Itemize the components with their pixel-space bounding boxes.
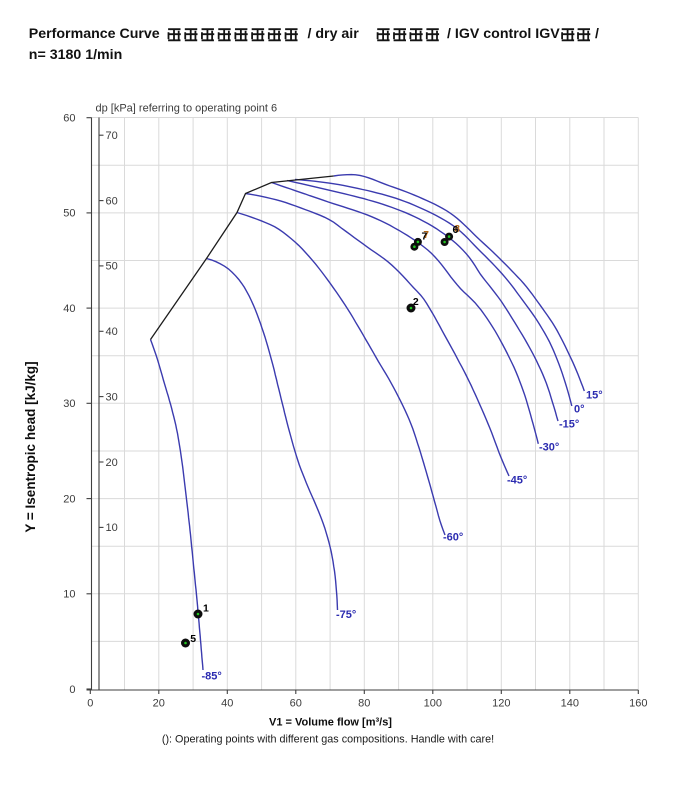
svg-text:-45°: -45° bbox=[507, 475, 527, 487]
svg-text:60: 60 bbox=[290, 697, 302, 709]
svg-text:50: 50 bbox=[106, 261, 118, 273]
svg-text:/ dry air: / dry air bbox=[308, 26, 360, 42]
svg-text:80: 80 bbox=[358, 697, 370, 709]
svg-text:100: 100 bbox=[424, 697, 442, 709]
svg-text:/ IGV control IGV: / IGV control IGV bbox=[447, 26, 560, 42]
svg-text:0: 0 bbox=[69, 684, 75, 696]
svg-text:70: 70 bbox=[106, 130, 118, 142]
svg-text:7: 7 bbox=[422, 231, 428, 243]
svg-text:-85°: -85° bbox=[202, 671, 222, 683]
svg-text:30: 30 bbox=[106, 391, 118, 403]
svg-text:/: / bbox=[595, 26, 599, 42]
svg-text:20: 20 bbox=[63, 493, 75, 505]
svg-text:10: 10 bbox=[63, 589, 75, 601]
svg-text:15°: 15° bbox=[586, 390, 603, 402]
svg-text:-15°: -15° bbox=[559, 419, 579, 431]
svg-text:60: 60 bbox=[63, 113, 75, 125]
svg-text:Performance Curve: Performance Curve bbox=[29, 26, 160, 42]
svg-text:20: 20 bbox=[106, 457, 118, 469]
svg-text:V1 = Volume flow [m³/s]: V1 = Volume flow [m³/s] bbox=[269, 717, 392, 729]
svg-text:0°: 0° bbox=[574, 404, 585, 416]
svg-text:6: 6 bbox=[453, 224, 459, 236]
svg-text:0: 0 bbox=[87, 697, 93, 709]
svg-text:20: 20 bbox=[153, 697, 165, 709]
svg-text:5: 5 bbox=[190, 633, 196, 645]
svg-text:-30°: -30° bbox=[539, 442, 559, 454]
svg-text:1: 1 bbox=[203, 603, 209, 615]
svg-text:(): Operating points with diff: (): Operating points with different gas … bbox=[162, 734, 494, 746]
svg-text:60: 60 bbox=[106, 195, 118, 207]
svg-text:8: 8 bbox=[454, 224, 460, 235]
svg-text:30: 30 bbox=[63, 398, 75, 410]
svg-text:Y = Isentropic head [kJ/kg]: Y = Isentropic head [kJ/kg] bbox=[23, 361, 38, 532]
svg-text:40: 40 bbox=[63, 303, 75, 315]
svg-text:40: 40 bbox=[221, 697, 233, 709]
svg-text:120: 120 bbox=[492, 697, 510, 709]
svg-text:10: 10 bbox=[106, 522, 118, 534]
svg-text:50: 50 bbox=[63, 208, 75, 220]
svg-text:2: 2 bbox=[413, 296, 419, 308]
svg-text:-75°: -75° bbox=[336, 609, 356, 621]
svg-text:7: 7 bbox=[423, 230, 429, 241]
svg-text:dp [kPa] referring to operatin: dp [kPa] referring to operating point 6 bbox=[96, 103, 278, 115]
svg-text:160: 160 bbox=[629, 697, 647, 709]
svg-text:40: 40 bbox=[106, 326, 118, 338]
svg-text:-60°: -60° bbox=[443, 532, 463, 544]
svg-text:n= 3180 1/min: n= 3180 1/min bbox=[29, 47, 122, 63]
svg-text:140: 140 bbox=[561, 697, 579, 709]
